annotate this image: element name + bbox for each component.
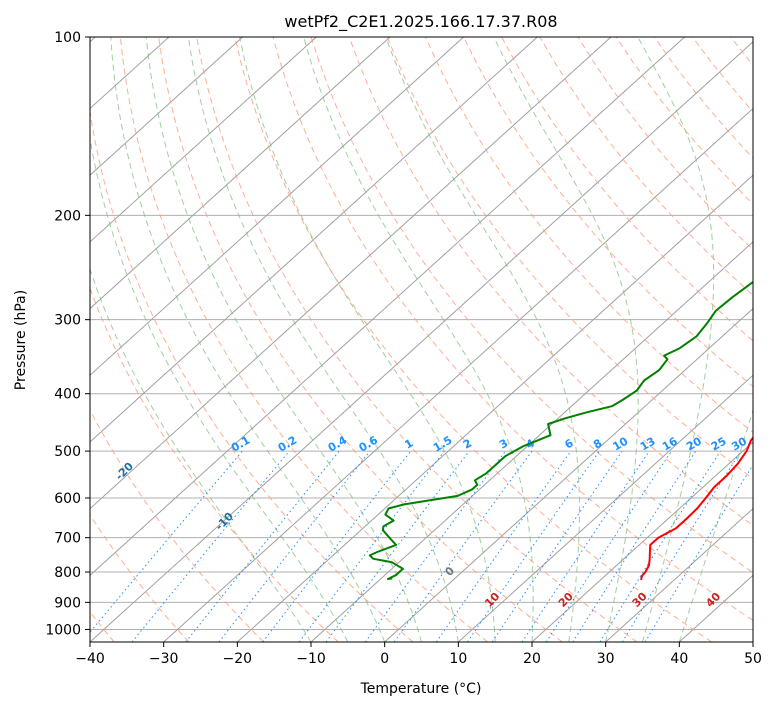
x-tick-label: 50	[744, 651, 762, 667]
plot-area: 0.10.20.40.611.52346810131620253036-100-…	[90, 37, 770, 642]
moist-adiabat-line	[110, 37, 386, 642]
x-tick-label: −20	[223, 651, 253, 667]
isotherm-line	[90, 41, 753, 642]
isotherm-lines	[90, 37, 753, 642]
moist-adiabat-line	[90, 267, 312, 642]
moist-adiabat-line	[90, 135, 349, 642]
dry-adiabat-line	[90, 287, 339, 642]
isotherm-line	[457, 374, 753, 642]
mixing-ratio-line	[467, 450, 600, 642]
mixing-ratio-lines	[90, 450, 753, 642]
mixing-ratio-line	[435, 450, 572, 642]
isotherm-line	[605, 507, 753, 642]
isotherm-line	[90, 37, 538, 443]
dry-adiabat-line	[158, 37, 563, 642]
isotherm-line	[236, 174, 753, 642]
moist-adiabat-line	[678, 408, 753, 642]
y-tick-label: 600	[54, 491, 81, 507]
moist-adiabat-line	[637, 37, 715, 642]
x-axis: −40 −30 −20 −10 0 10 20 30 40 50	[75, 642, 762, 667]
isotherm-line	[90, 37, 391, 310]
dry-adiabat-line	[90, 514, 190, 642]
isotherm-line	[90, 37, 685, 576]
mixing-ratio-line	[218, 450, 371, 642]
dry-adiabat-line	[348, 37, 753, 526]
dry-adiabat-lines	[90, 37, 753, 642]
y-tick-label: 900	[54, 595, 81, 611]
x-tick-label: 10	[449, 651, 467, 667]
y-axis-label: Pressure (hPa)	[13, 290, 29, 390]
dry-adiabat-line	[90, 409, 264, 642]
isotherm-line	[163, 107, 753, 642]
dry-adiabat-line	[272, 37, 753, 621]
moist-adiabat-line	[145, 37, 422, 642]
x-tick-label: −40	[75, 651, 105, 667]
y-tick-label: 200	[54, 208, 81, 224]
y-tick-label: 500	[54, 444, 81, 460]
y-axis: 100 200 300 400 500 600 700 800 900 1000	[45, 30, 90, 638]
y-tick-label: 1000	[45, 622, 81, 638]
x-tick-label: 40	[670, 651, 688, 667]
moist-adiabat-line	[385, 37, 580, 642]
mixing-ratio-line	[521, 450, 650, 642]
moist-adiabat-lines	[90, 37, 753, 642]
mixing-ratio-line	[393, 450, 533, 642]
mixing-ratio-line	[599, 450, 721, 642]
mixing-ratio-line	[572, 450, 697, 642]
mixing-ratio-label: 36	[750, 434, 770, 453]
moist-adiabat-line	[493, 37, 639, 642]
y-tick-label: 100	[54, 30, 81, 46]
mixing-ratio-line	[545, 450, 673, 642]
mixing-ratio-line	[644, 464, 753, 642]
isotherm-line	[90, 37, 612, 510]
plot-frame	[89, 36, 754, 643]
x-tick-label: 30	[597, 651, 615, 667]
chart-title: wetPf2_C2E1.2025.166.17.37.R08	[284, 12, 557, 32]
isotherm-line	[90, 37, 243, 176]
dry-adiabat-line	[119, 37, 488, 642]
isotherm-line	[531, 441, 753, 642]
isotherm-line	[90, 37, 317, 243]
dry-adiabat-line	[196, 37, 638, 642]
x-tick-label: −10	[296, 651, 326, 667]
y-tick-label: 300	[54, 313, 81, 329]
mixing-ratio-line	[298, 450, 445, 642]
y-tick-label: 400	[54, 387, 81, 403]
isotherm-line	[90, 37, 464, 376]
sounding-traces	[368, 280, 753, 581]
temperature-trace	[640, 436, 753, 581]
mixing-ratio-line	[491, 450, 623, 642]
isotherm-line	[384, 307, 753, 642]
dry-adiabat-line	[234, 37, 712, 642]
moist-adiabat-line	[303, 37, 534, 642]
dry-adiabat-line	[310, 37, 753, 574]
dewpoint-trace	[368, 280, 753, 580]
y-tick-label: 800	[54, 565, 81, 581]
x-axis-label: Temperature (°C)	[360, 681, 482, 697]
y-tick-label: 700	[54, 531, 81, 547]
dry-adiabat-line	[90, 108, 414, 642]
moist-adiabat-line	[187, 37, 459, 642]
mixing-ratio-line	[621, 450, 742, 642]
x-tick-label: 0	[380, 651, 389, 667]
x-tick-label: −30	[149, 651, 179, 667]
x-tick-label: 20	[523, 651, 541, 667]
mixing-ratio-line	[185, 450, 340, 642]
